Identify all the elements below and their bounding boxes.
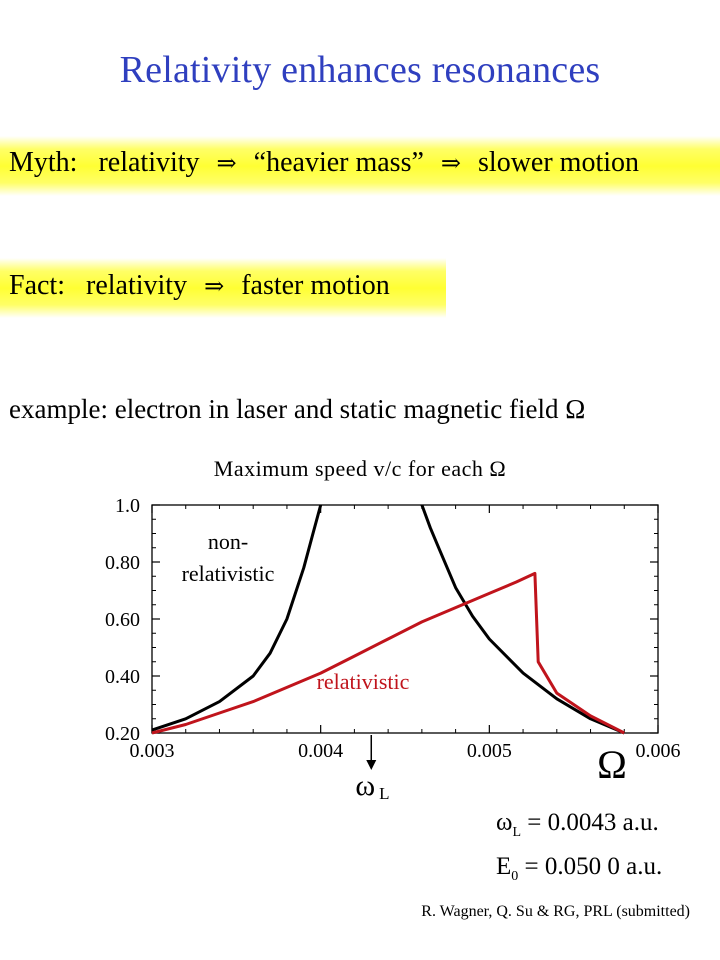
equation-e0: E0 = 0.050 0 a.u. <box>496 853 663 884</box>
myth-highlight <box>0 136 720 196</box>
myth-part2: “heavier mass” <box>253 147 424 178</box>
implies-arrow-icon: ⇒ <box>440 149 462 177</box>
equations: ωL = 0.0043 a.u. E0 = 0.050 0 a.u. <box>496 806 662 894</box>
page-title: Relativity enhances resonances <box>119 49 601 91</box>
omega-l-subscript: L <box>379 784 389 803</box>
fact-part2: faster motion <box>241 270 390 301</box>
myth-part3: slower motion <box>478 147 640 178</box>
series-line-relativistic <box>151 571 625 735</box>
y-tick-label: 1.0 <box>115 495 140 517</box>
citation: R. Wagner, Q. Su & RG, PRL (submitted) <box>421 903 690 920</box>
x-tick-label: 0.005 <box>467 740 512 762</box>
myth-part1: relativity <box>98 147 200 178</box>
implies-arrow-icon: ⇒ <box>204 272 225 300</box>
myth-label: Myth: <box>9 147 78 178</box>
chart-title: Maximum speed v/c for each Ω <box>213 456 507 481</box>
omega-l-label: ω <box>355 769 375 802</box>
series-line-nonrelativistic-0 <box>151 504 323 732</box>
y-tick-label: 0.20 <box>105 723 140 745</box>
x-axis-label: Ω <box>597 742 627 787</box>
fact-part1: relativity <box>86 270 188 301</box>
nonrelativistic-label-line2: relativistic <box>182 561 275 586</box>
nonrelativistic-label-line1: non- <box>208 529 248 554</box>
omega-l-arrowhead-icon <box>366 760 377 770</box>
x-tick-label: 0.006 <box>636 740 681 762</box>
relativistic-label: relativistic <box>317 669 410 694</box>
fact-line: Fact: relativity ⇒ faster motion <box>9 270 390 302</box>
y-tick-label: 0.40 <box>105 666 140 688</box>
fact-label: Fact: <box>9 270 65 301</box>
y-tick-label: 0.80 <box>105 552 140 574</box>
y-tick-label: 0.60 <box>105 609 140 631</box>
series-line-nonrelativistic-1 <box>420 504 625 735</box>
implies-arrow-icon: ⇒ <box>216 149 237 177</box>
myth-line: Myth: relativity ⇒ “heavier mass” ⇒ slow… <box>9 147 639 179</box>
x-tick-label: 0.004 <box>298 740 343 762</box>
example-text: example: electron in laser and static ma… <box>9 394 586 424</box>
x-tick-label: 0.003 <box>130 740 175 762</box>
equation-omega-l: ωL = 0.0043 a.u. <box>496 809 659 840</box>
fact-highlight <box>0 258 446 318</box>
